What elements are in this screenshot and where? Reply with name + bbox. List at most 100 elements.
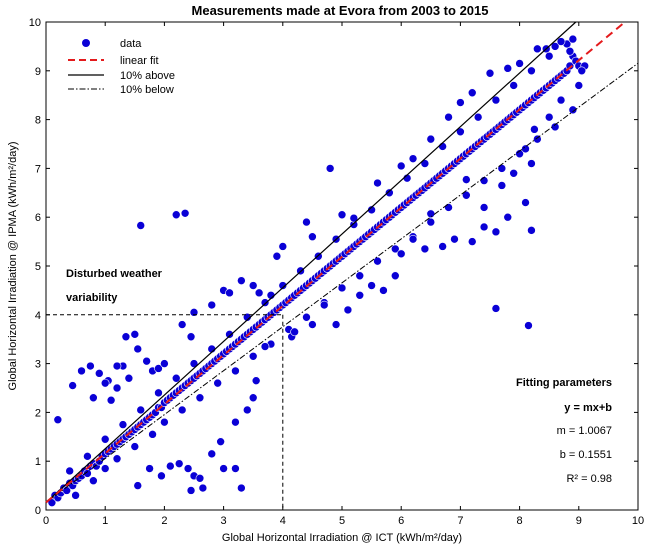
y-axis: 0 1 2 3 4 5 6 7 8 9 10 (29, 17, 638, 517)
data-point (565, 46, 575, 56)
data-point (154, 364, 163, 373)
data-point (438, 242, 447, 251)
data-point (355, 290, 365, 300)
disturbed-label-1: Disturbed weather (66, 268, 163, 280)
data-point (133, 481, 143, 490)
data-point (385, 188, 394, 198)
data-point (444, 112, 453, 122)
data-point (485, 68, 495, 78)
data-point (515, 149, 524, 159)
data-point (491, 227, 501, 237)
x-tick-label: 8 (517, 515, 523, 527)
data-point (396, 161, 406, 171)
data-point (491, 95, 501, 105)
data-point (242, 405, 252, 415)
data-point (426, 209, 436, 219)
data-point (118, 420, 128, 429)
y-tick-label: 9 (35, 66, 41, 78)
data-point (278, 281, 288, 290)
data-point (124, 373, 134, 383)
y-axis-label: Global Horizontal Irradiation @ IPMA (kW… (7, 142, 19, 391)
data-point (112, 454, 122, 464)
x-tick-label: 7 (457, 515, 463, 527)
data-point (231, 464, 240, 473)
data-point (473, 112, 483, 122)
legend-above-label: 10% above (120, 70, 175, 82)
data-point (396, 249, 406, 259)
data-point (160, 417, 169, 427)
x-tick-label: 0 (43, 515, 49, 527)
data-point (568, 105, 578, 115)
y-tick-label: 6 (35, 212, 41, 224)
data-point (195, 473, 205, 483)
data-point (100, 434, 110, 444)
data-point (349, 213, 359, 223)
data-point (544, 112, 554, 122)
data-point (479, 222, 489, 232)
disturbed-label-2: variability (66, 292, 118, 304)
data-point (408, 234, 418, 244)
legend-below-label: 10% below (120, 84, 174, 96)
data-point (367, 205, 376, 215)
data-point (195, 393, 205, 403)
y-tick-label: 7 (35, 163, 41, 175)
data-point (136, 221, 146, 230)
data-point (248, 281, 258, 290)
data-point (251, 376, 261, 385)
data-point (177, 405, 187, 415)
data-point (68, 381, 77, 390)
data-point (219, 464, 228, 473)
line-10-below (45, 62, 639, 503)
data-point (462, 190, 471, 200)
data-point (556, 37, 566, 46)
data-point (133, 344, 143, 354)
data-point (390, 271, 400, 281)
data-point (231, 366, 240, 376)
data-point (302, 217, 311, 227)
data-point (467, 237, 477, 246)
x-tick-label: 10 (632, 515, 644, 527)
data-point (343, 305, 353, 315)
data-point (260, 298, 270, 307)
data-point (568, 34, 578, 44)
data-point (462, 175, 471, 184)
data-point (248, 351, 258, 361)
data-point (83, 452, 92, 461)
data-point (248, 393, 258, 403)
data-point (278, 242, 288, 251)
fit-r2: R² = 0.98 (566, 473, 612, 485)
data-point (565, 61, 575, 71)
data-point (142, 356, 151, 366)
y-tick-label: 4 (35, 310, 41, 322)
data-point (530, 125, 539, 134)
data-point (456, 127, 465, 137)
data-point (130, 330, 140, 339)
data-point (544, 51, 554, 61)
data-point (231, 417, 240, 427)
data-point (157, 471, 166, 481)
data-point (438, 142, 447, 151)
data-point (207, 300, 217, 310)
data-point (497, 181, 507, 190)
data-point (426, 134, 436, 144)
data-point (213, 378, 222, 388)
data-point (89, 393, 98, 403)
data-point (331, 320, 341, 329)
data-point (509, 168, 518, 178)
data-point (527, 226, 536, 235)
data-point (527, 66, 536, 76)
y-tick-label: 1 (35, 456, 41, 468)
data-point (355, 271, 365, 281)
data-point (379, 286, 388, 295)
data-point (171, 373, 181, 383)
linear-fit-line (45, 21, 626, 504)
data-point (577, 66, 587, 76)
data-point (71, 491, 80, 500)
legend: data linear fit 10% above 10% below (68, 38, 175, 96)
data-point (515, 59, 524, 68)
data-point (503, 212, 513, 222)
x-axis-label: Global Horizontal Irradiation @ ICT (kWh… (222, 532, 462, 544)
data-point (497, 164, 507, 173)
data-point (145, 464, 154, 473)
